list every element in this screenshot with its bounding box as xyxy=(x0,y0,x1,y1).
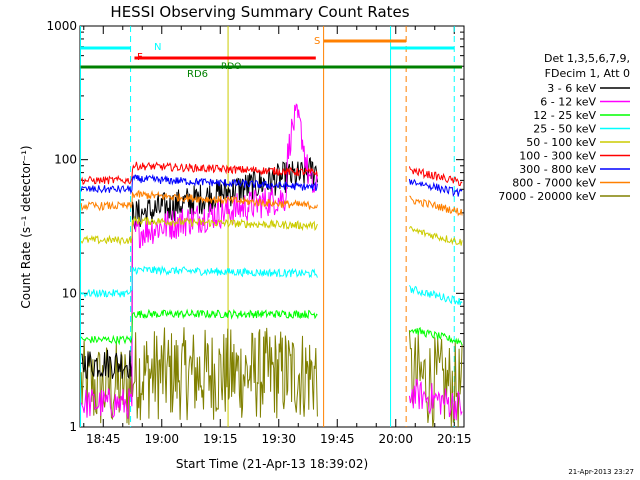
flare-flag-label: F xyxy=(137,52,143,63)
series-line-4 xyxy=(80,215,463,246)
plot-frame xyxy=(79,25,465,428)
series-line-1 xyxy=(80,103,463,421)
y-tick-label: 100 xyxy=(54,153,77,167)
series-line-6 xyxy=(80,173,463,197)
legend-label: 12 - 25 keV xyxy=(533,109,596,122)
series-line-8 xyxy=(80,327,463,428)
rdo-flag-label: RDO xyxy=(221,62,241,72)
x-axis-label: Start Time (21-Apr-13 18:39:02) xyxy=(176,457,368,471)
series-line-3 xyxy=(80,265,463,306)
legend-label: 300 - 800 keV xyxy=(519,163,596,176)
legend: Det 1,3,5,6,7,9, FDecim 1, Att 0 3 - 6 k… xyxy=(498,52,630,203)
legend-label: 50 - 100 keV xyxy=(526,136,596,149)
y-axis-label: Count Rate (s⁻¹ detector⁻¹) xyxy=(19,145,33,308)
x-tick-label: 18:45 xyxy=(86,432,121,446)
x-tick-label: 19:15 xyxy=(203,432,238,446)
x-tick-label: 19:45 xyxy=(320,432,355,446)
legend-label: 7000 - 20000 keV xyxy=(498,190,596,203)
y-axis: 1 10 100 1000 xyxy=(46,19,464,434)
saa-flag-label: S xyxy=(314,36,320,47)
x-tick-label: 19:30 xyxy=(261,432,296,446)
chart-title: HESSI Observing Summary Count Rates xyxy=(110,3,409,21)
series-line-5 xyxy=(80,161,463,187)
x-tick-label: 19:00 xyxy=(144,432,179,446)
rd6-flag-label: RD6 xyxy=(187,69,208,80)
y-tick-label: 1000 xyxy=(46,19,77,33)
legend-header-2: FDecim 1, Att 0 xyxy=(545,67,630,80)
night-flag-label: N xyxy=(154,42,161,53)
series-line-2 xyxy=(80,308,463,346)
legend-label: 800 - 7000 keV xyxy=(512,177,596,190)
legend-label: 3 - 6 keV xyxy=(547,82,596,95)
legend-label: 6 - 12 keV xyxy=(540,96,596,109)
y-tick-label: 10 xyxy=(62,286,77,300)
timestamp: 21-Apr-2013 23:27 xyxy=(568,468,634,476)
legend-label: 25 - 50 keV xyxy=(533,123,596,136)
y-tick-label: 1 xyxy=(69,420,77,434)
x-axis: 18:45 19:00 19:15 19:30 19:45 20:00 20:15 xyxy=(83,26,472,446)
x-tick-label: 20:15 xyxy=(437,432,472,446)
x-tick-label: 20:00 xyxy=(378,432,413,446)
series-line-7 xyxy=(80,189,463,217)
legend-label: 100 - 300 keV xyxy=(519,150,596,163)
legend-header-1: Det 1,3,5,6,7,9, xyxy=(544,52,630,65)
